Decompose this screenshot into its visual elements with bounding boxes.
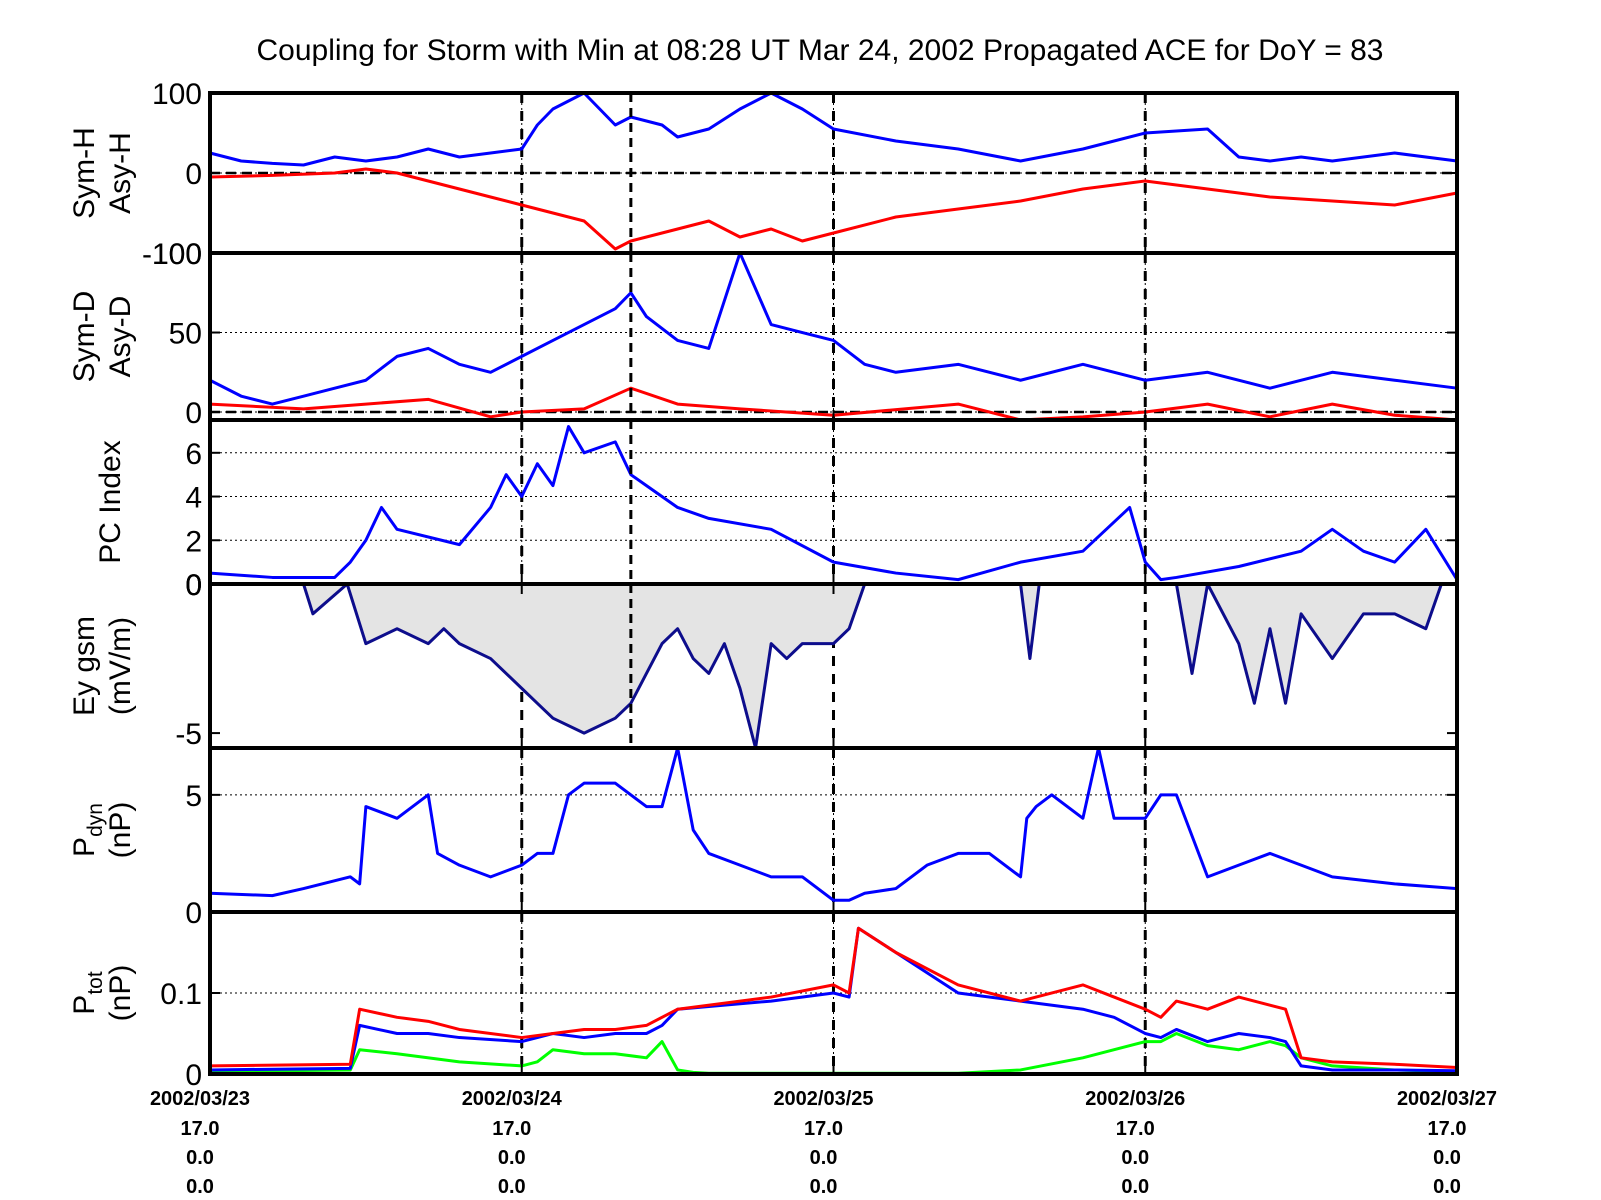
x-tick-label: 2002/03/26 — [1085, 1088, 1185, 1110]
series-line-blue — [209, 425, 1459, 582]
y-axis-label: Ptot — [68, 971, 107, 1015]
y-axis-label: Asy-H — [104, 132, 137, 214]
series-line-blue — [209, 251, 1458, 406]
y-axis-label: PC Index — [94, 440, 127, 563]
series-line-red — [209, 167, 1458, 251]
series-line-red — [209, 386, 1458, 422]
panel-ey: 0 -5 Ey gsm (mV/m) — [68, 569, 1459, 751]
y-axis-label: (nP) — [104, 965, 137, 1022]
y-tick-label: 5 — [185, 780, 202, 813]
x-tick-label: 17.0 — [492, 1118, 531, 1140]
x-tick-label: 0.0 — [498, 1176, 526, 1198]
panel-symh: 100 0 -100 Sym-H Asy-H — [68, 78, 1459, 271]
y-axis-label: Sym-D — [68, 291, 101, 383]
x-tick-label: 2002/03/23 — [150, 1088, 250, 1110]
x-tick-label: 0.0 — [498, 1147, 526, 1169]
fill-area — [1020, 584, 1442, 704]
x-tick-label: 17.0 — [181, 1118, 220, 1140]
x-tick-label: 0.0 — [186, 1147, 214, 1169]
y-tick-label: -5 — [175, 718, 202, 751]
y-axis-label: Ey gsm — [68, 616, 101, 716]
x-tick-label: 17.0 — [1428, 1118, 1467, 1140]
y-tick-label: 50 — [169, 318, 202, 351]
panel-symd: 100 50 0 Sym-D Asy-D — [68, 238, 1459, 430]
y-axis-label: Pdyn — [68, 803, 107, 857]
y-tick-label: 0 — [185, 1059, 202, 1092]
series-line-blue — [209, 746, 1458, 902]
x-tick-label: 0.0 — [810, 1176, 838, 1198]
x-tick-label: 0.0 — [1433, 1176, 1461, 1198]
y-tick-label: 0.1 — [160, 978, 202, 1011]
y-tick-label: 0 — [185, 569, 202, 602]
y-tick-label: 0 — [185, 158, 202, 191]
y-tick-label: 0 — [185, 569, 202, 602]
y-axis-label: (nP) — [104, 802, 137, 859]
x-tick-label: 0.0 — [810, 1147, 838, 1169]
x-tick-label: 0.0 — [1121, 1147, 1149, 1169]
x-tick-label: 17.0 — [1116, 1118, 1155, 1140]
x-tick-label: 0.0 — [186, 1176, 214, 1198]
y-tick-label: 0 — [185, 569, 202, 602]
figure-title: Coupling for Storm with Min at 08:28 UT … — [256, 34, 1383, 67]
y-tick-label: -100 — [142, 238, 202, 271]
x-tick-label: 2002/03/25 — [773, 1088, 873, 1110]
y-tick-label: 6 — [185, 438, 202, 471]
y-tick-label: 0 — [185, 397, 202, 430]
y-axis-label: (mV/m) — [104, 617, 137, 715]
y-axis-label-subscript: dyn — [84, 803, 107, 837]
y-tick-label: 100 — [152, 78, 202, 111]
y-tick-label: 4 — [185, 482, 202, 515]
y-axis-label: Asy-D — [104, 296, 137, 378]
x-tick-label: 17.0 — [804, 1118, 843, 1140]
x-tick-label: 2002/03/24 — [462, 1088, 563, 1110]
y-axis-label: Sym-H — [68, 127, 101, 219]
y-axis-label-subscript: tot — [84, 971, 107, 995]
y-tick-label: 2 — [185, 525, 202, 558]
x-tick-label: 0.0 — [1433, 1147, 1461, 1169]
series-line-blue — [209, 91, 1458, 167]
panel-ptot: 0.1 0 Ptot(nP) — [68, 910, 1459, 1092]
x-tick-label: 0.0 — [1121, 1176, 1149, 1198]
series-line-navy — [302, 582, 867, 750]
panel-pdyn: 5 0 Pdyn(nP) — [68, 746, 1459, 930]
y-tick-label: 100 — [152, 238, 202, 271]
fill-area — [303, 584, 865, 748]
x-tick-labels: 2002/03/23 2002/03/24 2002/03/25 2002/03/26… — [150, 1088, 1497, 1198]
series-line-red — [209, 926, 1458, 1070]
x-tick-label: 2002/03/27 — [1397, 1088, 1497, 1110]
y-tick-label: 0 — [185, 897, 202, 930]
